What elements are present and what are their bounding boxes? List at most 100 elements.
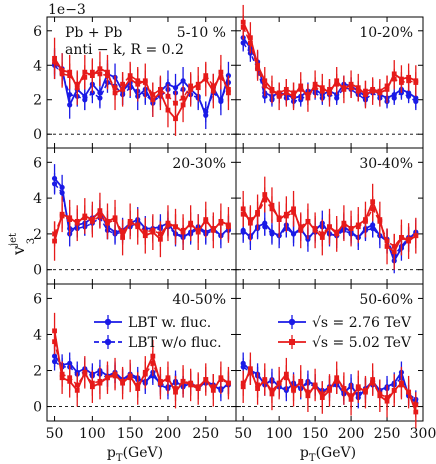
- data-point: [165, 377, 171, 382]
- x-axis-label-right-unit: (GeV): [316, 445, 357, 461]
- data-point: [82, 215, 88, 221]
- x-axis-label-right-sub: T: [309, 453, 316, 464]
- data-point: [370, 225, 376, 232]
- data-point: [276, 90, 282, 96]
- data-point: [240, 229, 246, 235]
- data-point: [391, 244, 397, 249]
- data-point: [255, 382, 260, 388]
- data-point: [377, 218, 383, 224]
- y-tick-label: 0: [33, 263, 42, 279]
- data-point: [203, 377, 209, 382]
- y-tick-label: 4: [33, 58, 42, 74]
- data-point: [327, 86, 332, 92]
- series-red-dashed: [52, 203, 231, 247]
- data-point: [334, 378, 340, 384]
- data-point: [173, 386, 178, 391]
- data-point: [240, 40, 246, 46]
- x-tick-label: 250: [374, 426, 401, 442]
- series-blue-dashed: [51, 173, 232, 245]
- data-point: [290, 231, 297, 237]
- data-point: [283, 86, 289, 92]
- data-point: [82, 97, 88, 103]
- data-point: [158, 86, 163, 92]
- data-point: [240, 24, 246, 30]
- data-point: [105, 375, 110, 381]
- data-point: [334, 229, 340, 235]
- annotation-line: Pb + Pb: [65, 25, 122, 41]
- data-point: [327, 224, 332, 230]
- data-point: [218, 377, 224, 382]
- data-point: [413, 98, 419, 105]
- series-line: [53, 57, 230, 121]
- data-point: [269, 88, 275, 94]
- data-point: [291, 386, 296, 391]
- series-line: [53, 355, 230, 392]
- data-point: [262, 224, 268, 230]
- data-point: [269, 231, 275, 237]
- data-point: [384, 83, 390, 89]
- y-tick-label: 0: [33, 400, 42, 416]
- x-tick-label: 150: [302, 426, 329, 442]
- panel-30-40-: 30-40%: [235, 147, 424, 285]
- data-point: [210, 83, 216, 89]
- x-tick-label: 250: [192, 426, 219, 442]
- data-point: [173, 224, 178, 230]
- y-tick-label: 6: [33, 155, 42, 171]
- data-point: [348, 393, 354, 399]
- data-point: [406, 93, 412, 99]
- data-point: [120, 229, 125, 235]
- data-point: [298, 380, 304, 386]
- data-point: [291, 90, 296, 96]
- data-point: [355, 224, 361, 230]
- data-point: [305, 218, 311, 224]
- data-point: [89, 380, 95, 386]
- data-point: [142, 80, 148, 85]
- data-point: [173, 100, 178, 106]
- data-point: [210, 384, 216, 390]
- data-point: [240, 364, 246, 370]
- data-point: [135, 222, 141, 228]
- data-point: [406, 78, 412, 84]
- data-point: [51, 181, 58, 187]
- data-point: [127, 73, 133, 79]
- data-point: [370, 86, 376, 92]
- data-point: [262, 378, 268, 384]
- x-tick-label: 200: [338, 426, 365, 442]
- data-point: [305, 92, 311, 97]
- legend-marker: [288, 318, 296, 326]
- data-point: [203, 73, 209, 79]
- data-point: [298, 224, 304, 230]
- data-point: [142, 371, 148, 377]
- data-point: [240, 380, 246, 386]
- data-point: [165, 93, 171, 99]
- data-point: [188, 380, 194, 386]
- data-point: [105, 73, 110, 79]
- data-point: [150, 227, 156, 233]
- data-point: [391, 95, 397, 101]
- data-point: [74, 218, 80, 224]
- data-point: [203, 218, 209, 224]
- data-point: [105, 220, 110, 226]
- data-point: [305, 389, 311, 395]
- data-point: [52, 231, 57, 237]
- data-point: [59, 71, 65, 77]
- x-axis-label-left: pT(GeV): [107, 445, 163, 464]
- data-point: [413, 402, 419, 408]
- data-point: [363, 218, 368, 224]
- data-point: [355, 386, 361, 391]
- data-point: [370, 380, 376, 386]
- data-point: [312, 226, 318, 231]
- data-point: [150, 360, 156, 366]
- data-point: [180, 95, 186, 101]
- x-tick-label: 50: [234, 426, 252, 442]
- data-point: [218, 74, 224, 80]
- data-point: [218, 97, 224, 103]
- data-point: [135, 382, 141, 388]
- data-point: [240, 211, 246, 217]
- data-point: [355, 88, 361, 94]
- data-point: [82, 74, 88, 80]
- legend-label: √s = 5.02 TeV: [312, 335, 412, 351]
- data-point: [262, 83, 268, 89]
